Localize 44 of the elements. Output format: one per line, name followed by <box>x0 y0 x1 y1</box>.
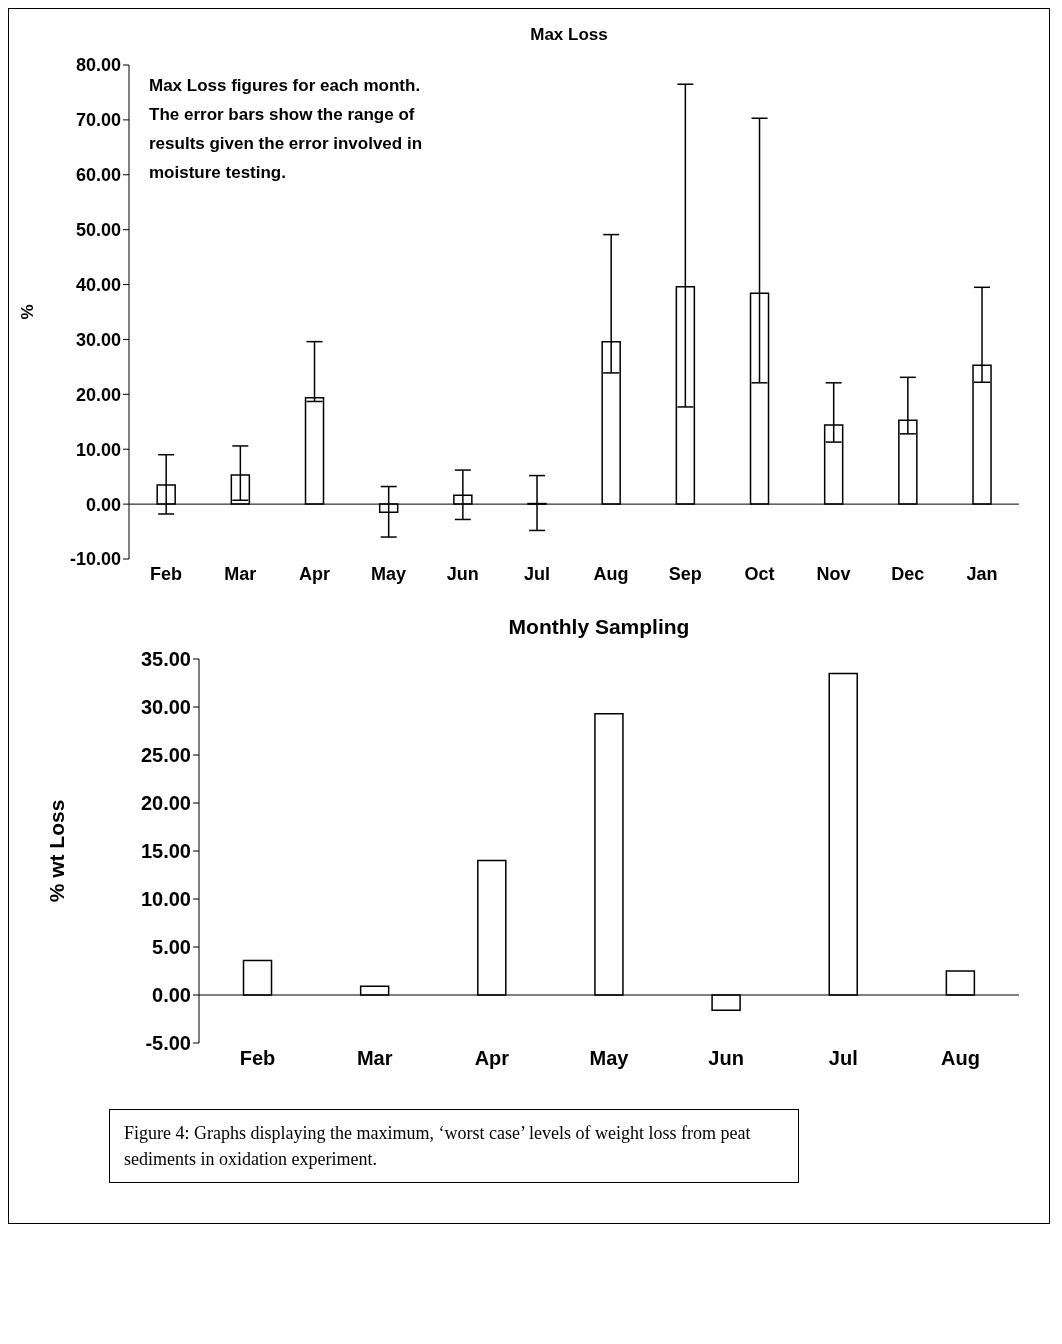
y-axis-title: % <box>18 304 38 320</box>
x-tick-label: May <box>371 563 407 584</box>
x-tick-label: Feb <box>239 1047 276 1070</box>
y-tick-label: 70.00 <box>75 110 121 131</box>
x-tick-label: Oct <box>744 563 775 584</box>
x-tick-label: May <box>589 1047 630 1070</box>
caption: Figure 4: Graphs displaying the maximum, ‘worst case’ levels of weight loss from peat sediments in oxidation experiment. <box>109 1109 799 1183</box>
y-tick-label: 15.00 <box>140 840 191 863</box>
y-tick-label: 0.00 <box>152 984 191 1007</box>
x-tick-label: Jun <box>446 563 479 584</box>
y-tick-label: 60.00 <box>75 165 121 186</box>
x-tick-label: Apr <box>474 1047 510 1070</box>
x-tick-label: Mar <box>356 1047 393 1070</box>
y-tick-label: 0.00 <box>85 494 121 515</box>
annotation: Max Loss figures for each month. The error bars show the range of results given the error involved in moisture testing. <box>149 75 424 184</box>
chart-title: Monthly Sampling <box>507 614 691 639</box>
y-tick-label: 20.00 <box>140 792 191 815</box>
y-tick-label: 50.00 <box>75 220 121 241</box>
y-tick-label: 35.00 <box>140 648 191 671</box>
y-tick-label: 10.00 <box>140 888 191 911</box>
x-tick-label: Jan <box>966 563 998 584</box>
x-tick-label: Feb <box>150 563 183 584</box>
x-tick-label: Jun <box>708 1047 744 1070</box>
y-tick-label: -5.00 <box>145 1032 191 1055</box>
x-tick-label: Aug <box>593 563 629 584</box>
x-tick-label: Apr <box>298 563 330 584</box>
chart-title: Max Loss <box>529 24 609 45</box>
y-tick-label: 10.00 <box>75 439 121 460</box>
y-tick-label: 5.00 <box>152 936 191 959</box>
x-tick-label: Aug <box>940 1047 980 1070</box>
x-tick-label: Sep <box>668 563 702 584</box>
x-tick-label: Jul <box>828 1047 858 1070</box>
x-tick-label: Nov <box>816 563 851 584</box>
y-tick-label: 20.00 <box>75 384 121 405</box>
y-tick-label: 40.00 <box>75 274 121 295</box>
x-tick-label: Dec <box>891 563 925 584</box>
x-tick-label: Mar <box>224 563 257 584</box>
y-tick-label: 25.00 <box>140 744 191 767</box>
y-tick-label: 30.00 <box>75 329 121 350</box>
y-axis-title: % wt Loss <box>45 799 69 903</box>
y-tick-label: -10.00 <box>69 549 121 570</box>
y-tick-label: 80.00 <box>75 55 121 76</box>
y-tick-label: 30.00 <box>140 696 191 719</box>
x-tick-label: Jul <box>523 563 550 584</box>
